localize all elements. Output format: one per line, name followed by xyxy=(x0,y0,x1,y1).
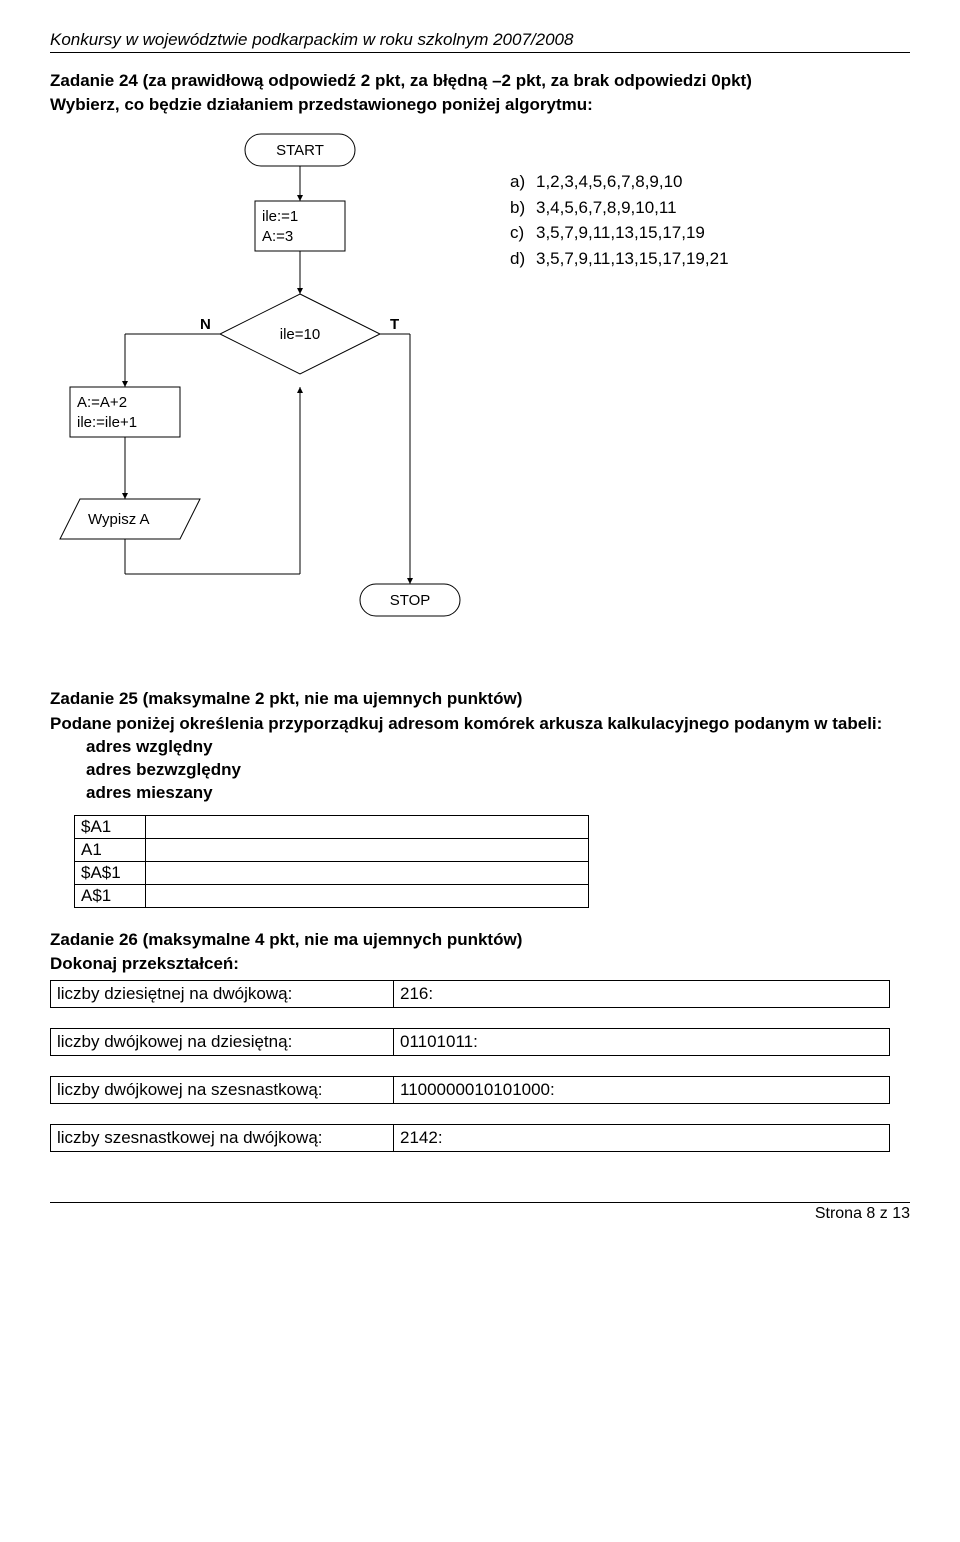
task25-opt-2: adres bezwzględny xyxy=(86,759,910,782)
flow-init-2: A:=3 xyxy=(262,228,293,245)
flow-n-label: N xyxy=(200,316,211,333)
task25-desc: Podane poniżej określenia przyporządkuj … xyxy=(50,713,910,736)
flow-update-1: A:=A+2 xyxy=(77,394,127,411)
conversion-table-1: liczby dziesiętnej na dwójkową:216: xyxy=(50,980,890,1008)
task24-title: Zadanie 24 (za prawidłową odpowiedź 2 pk… xyxy=(50,71,910,91)
address-table: $A1 A1 $A$1 A$1 xyxy=(74,815,589,908)
task25-opt-1: adres względny xyxy=(86,736,910,759)
task26-title: Zadanie 26 (maksymalne 4 pkt, nie ma uje… xyxy=(50,930,910,950)
task25-opt-3: adres mieszany xyxy=(86,782,910,805)
flow-t-label: T xyxy=(390,316,399,333)
task25-title: Zadanie 25 (maksymalne 2 pkt, nie ma uje… xyxy=(50,689,910,709)
page-header: Konkursy w województwie podkarpackim w r… xyxy=(50,30,910,53)
task26-subtitle: Dokonaj przekształceń: xyxy=(50,954,910,974)
flowchart: START ile:=1 A:=3 ile=10 N T xyxy=(50,129,470,659)
page-footer: Strona 8 z 13 xyxy=(50,1202,910,1223)
conversion-table-2: liczby dwójkowej na dziesiętną:01101011: xyxy=(50,1028,890,1056)
flow-output: Wypisz A xyxy=(88,511,150,528)
task-24: Zadanie 24 (za prawidłową odpowiedź 2 pk… xyxy=(50,71,910,659)
answer-c: c)3,5,7,9,11,13,15,17,19 xyxy=(510,220,729,246)
table-row: A1 xyxy=(75,838,589,861)
table-row: $A1 xyxy=(75,815,589,838)
table-row: $A$1 xyxy=(75,861,589,884)
flow-decision: ile=10 xyxy=(280,326,320,343)
flow-init-1: ile:=1 xyxy=(262,208,298,225)
answer-b: b)3,4,5,6,7,8,9,10,11 xyxy=(510,195,729,221)
conversion-table-4: liczby szesnastkowej na dwójkową:2142: xyxy=(50,1124,890,1152)
flow-start: START xyxy=(276,142,324,159)
table-row: liczby dwójkowej na dziesiętną:01101011: xyxy=(51,1028,890,1055)
task-26: Zadanie 26 (maksymalne 4 pkt, nie ma uje… xyxy=(50,930,910,1152)
task24-subtitle: Wybierz, co będzie działaniem przedstawi… xyxy=(50,95,910,115)
table-row: liczby dziesiętnej na dwójkową:216: xyxy=(51,980,890,1007)
task24-answers: a)1,2,3,4,5,6,7,8,9,10 b)3,4,5,6,7,8,9,1… xyxy=(510,169,729,271)
task-25: Zadanie 25 (maksymalne 2 pkt, nie ma uje… xyxy=(50,689,910,908)
flow-stop: STOP xyxy=(390,592,431,609)
answer-d: d)3,5,7,9,11,13,15,17,19,21 xyxy=(510,246,729,272)
flow-update-2: ile:=ile+1 xyxy=(77,414,137,431)
answer-a: a)1,2,3,4,5,6,7,8,9,10 xyxy=(510,169,729,195)
table-row: A$1 xyxy=(75,884,589,907)
table-row: liczby szesnastkowej na dwójkową:2142: xyxy=(51,1124,890,1151)
table-row: liczby dwójkowej na szesnastkową:1100000… xyxy=(51,1076,890,1103)
conversion-table-3: liczby dwójkowej na szesnastkową:1100000… xyxy=(50,1076,890,1104)
